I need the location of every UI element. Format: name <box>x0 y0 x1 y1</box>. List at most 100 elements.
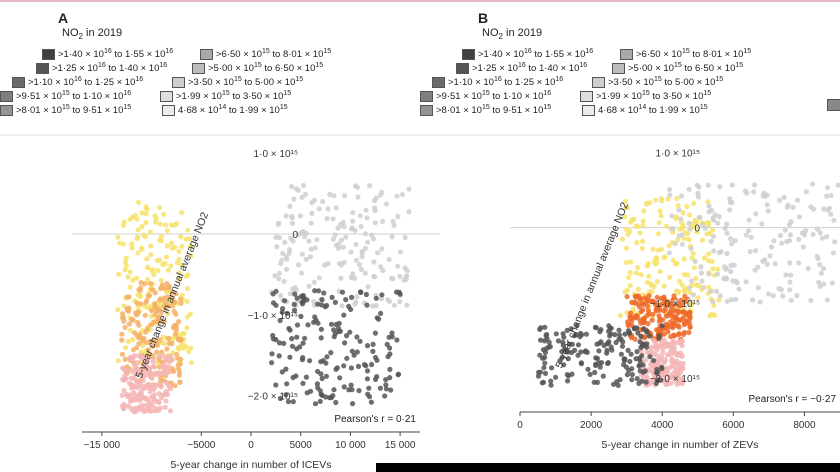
data-point <box>375 250 381 256</box>
data-point <box>821 206 827 212</box>
data-point <box>684 204 690 210</box>
data-point <box>312 288 318 294</box>
data-point <box>728 262 734 269</box>
data-point <box>184 298 190 304</box>
top-border <box>0 0 840 2</box>
data-point <box>348 382 354 388</box>
x-tick-label: 10 000 <box>335 440 366 451</box>
data-point <box>777 197 783 203</box>
data-point <box>126 321 132 327</box>
data-point <box>187 236 193 242</box>
y-tick-label: −2·0 × 10¹⁵ <box>650 374 700 385</box>
data-point <box>753 211 759 217</box>
data-point <box>350 210 356 216</box>
data-point <box>645 308 652 314</box>
data-point <box>627 282 633 289</box>
data-point <box>687 309 693 315</box>
data-point <box>353 241 359 247</box>
data-point <box>403 273 410 279</box>
data-point <box>319 302 325 308</box>
data-point <box>134 310 141 317</box>
data-point <box>349 387 355 393</box>
data-point <box>121 219 127 225</box>
data-point <box>681 309 687 315</box>
data-point <box>705 199 711 205</box>
data-point <box>350 401 356 407</box>
data-point <box>125 403 131 409</box>
data-point <box>344 355 350 361</box>
data-point <box>687 226 693 232</box>
data-point <box>354 184 361 190</box>
data-point <box>831 217 837 223</box>
data-point <box>383 377 389 383</box>
legend-swatch <box>592 76 605 88</box>
data-point <box>332 299 338 305</box>
data-point <box>559 348 565 355</box>
data-point <box>273 382 279 388</box>
data-point <box>140 374 146 380</box>
data-point <box>302 335 308 341</box>
data-point <box>183 273 189 279</box>
data-point <box>651 357 657 364</box>
data-point <box>542 354 548 360</box>
data-point <box>157 337 163 343</box>
data-point <box>715 220 721 226</box>
legend-item: >8·01 × 1015 to 9·51 × 1015 <box>420 104 551 116</box>
data-point <box>628 351 634 357</box>
data-point <box>693 275 699 281</box>
data-point <box>344 333 350 339</box>
data-point <box>379 218 386 224</box>
data-point <box>158 277 164 284</box>
data-point <box>128 355 134 361</box>
data-point <box>401 277 407 283</box>
data-point <box>341 384 347 390</box>
data-point <box>676 331 682 337</box>
data-point <box>164 228 170 234</box>
data-point <box>680 210 686 216</box>
data-point <box>632 315 638 321</box>
legend-title-rest: in 2019 <box>82 27 123 39</box>
data-point <box>646 293 652 299</box>
data-point <box>745 228 752 234</box>
data-point <box>145 406 151 412</box>
data-point <box>674 195 680 202</box>
data-point <box>646 273 652 279</box>
data-point <box>168 240 175 246</box>
data-point <box>144 364 150 371</box>
data-point <box>314 237 320 243</box>
data-point <box>292 291 298 297</box>
data-point <box>623 204 629 211</box>
legend-label: >1·40 × 1016 to 1·55 × 1016 <box>478 48 594 61</box>
data-point <box>757 299 763 305</box>
data-point <box>177 296 184 302</box>
data-point <box>669 213 675 219</box>
data-point <box>716 214 722 220</box>
data-point <box>333 205 339 211</box>
data-point <box>770 293 776 299</box>
data-point <box>815 256 821 262</box>
data-point <box>269 351 275 357</box>
data-point <box>663 321 669 327</box>
data-point <box>167 383 173 389</box>
data-point <box>134 333 140 339</box>
data-point <box>692 224 698 230</box>
data-point <box>370 348 376 354</box>
data-point <box>176 366 182 372</box>
data-point <box>176 276 182 282</box>
data-point <box>289 336 295 342</box>
data-point <box>629 366 635 372</box>
data-point <box>349 225 355 231</box>
data-point <box>544 335 550 342</box>
correlation-annotation: Pearson's r = −0·27 <box>748 394 836 405</box>
data-point <box>743 279 749 285</box>
data-point <box>674 352 680 358</box>
data-point <box>787 260 793 266</box>
data-point <box>119 351 125 357</box>
data-point <box>184 285 191 292</box>
bottom-bar <box>376 463 840 472</box>
data-point <box>185 227 191 233</box>
data-point <box>728 297 735 303</box>
data-point <box>750 297 756 303</box>
data-point <box>569 341 576 347</box>
data-point <box>810 181 816 187</box>
